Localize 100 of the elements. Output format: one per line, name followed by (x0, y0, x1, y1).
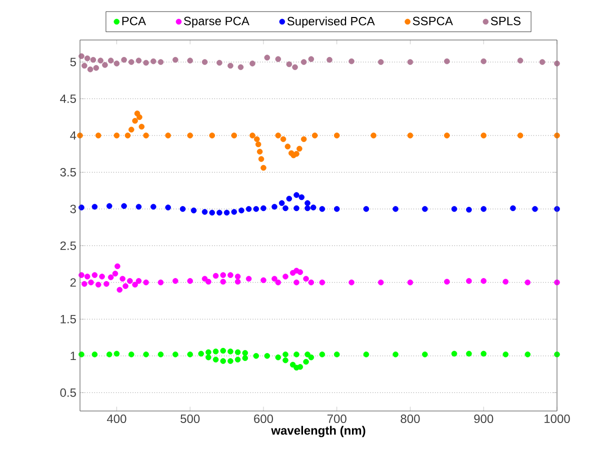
point (187, 352, 193, 358)
point (407, 280, 414, 286)
point (319, 280, 326, 286)
point (136, 204, 142, 210)
point (212, 272, 219, 279)
point (216, 60, 222, 66)
point (524, 280, 531, 286)
point (370, 132, 376, 138)
point (114, 263, 120, 270)
point (187, 278, 193, 284)
point (234, 356, 241, 362)
point (202, 276, 208, 282)
point (480, 278, 487, 284)
point (294, 205, 300, 212)
point (300, 136, 307, 142)
y-tick-label: 4 (70, 131, 76, 140)
point (84, 55, 90, 62)
point (253, 353, 260, 359)
point (82, 281, 88, 287)
point (121, 203, 127, 209)
point (132, 118, 138, 124)
legend-label: SPLS (490, 16, 520, 26)
point (190, 208, 197, 214)
point (260, 205, 266, 212)
y-tick-label: 2.5 (60, 241, 76, 250)
point (308, 354, 314, 360)
point (143, 280, 149, 286)
point (165, 132, 171, 138)
point (95, 282, 102, 288)
point (150, 58, 156, 64)
point (282, 274, 288, 280)
point (108, 58, 114, 64)
point (319, 206, 326, 212)
point (284, 144, 291, 150)
point (187, 132, 193, 138)
point (260, 277, 266, 284)
point (116, 286, 123, 293)
point (275, 354, 282, 360)
point (304, 200, 310, 206)
point (104, 281, 110, 287)
point (234, 278, 241, 285)
x-tick-label: 800 (400, 414, 420, 424)
point (282, 352, 288, 358)
point (363, 206, 370, 212)
point (280, 136, 286, 142)
point (297, 269, 304, 276)
point (303, 276, 309, 282)
point (532, 206, 538, 212)
y-tick-label: 1 (70, 352, 76, 360)
y-tick-label: 1.5 (60, 314, 76, 324)
point (451, 350, 458, 357)
point (172, 278, 178, 284)
point (392, 206, 398, 212)
point (138, 124, 145, 130)
point (392, 352, 398, 358)
point (242, 350, 248, 356)
point (228, 62, 234, 69)
point (112, 270, 118, 277)
point (444, 278, 450, 285)
point (466, 350, 472, 357)
x-tick-label: 900 (474, 414, 494, 424)
point (407, 59, 414, 65)
point (466, 278, 472, 284)
point (143, 132, 149, 138)
x-tick-label: 400 (106, 414, 126, 424)
point (82, 62, 88, 69)
point (363, 352, 370, 358)
y-tick-label: 5 (70, 58, 76, 66)
point (510, 205, 516, 212)
point (127, 278, 133, 284)
point (539, 59, 546, 65)
point (308, 56, 314, 62)
legend-label: Supervised PCA (287, 16, 375, 28)
point (136, 58, 142, 64)
point (238, 64, 244, 70)
point (187, 58, 193, 64)
point (114, 350, 120, 357)
point (136, 114, 142, 120)
point (258, 156, 264, 162)
point (348, 280, 354, 286)
point (294, 150, 300, 157)
point (250, 132, 256, 138)
point (334, 352, 340, 358)
point (294, 192, 300, 198)
point (206, 278, 212, 285)
point (264, 54, 270, 61)
point (282, 357, 288, 364)
point (444, 132, 450, 138)
point (422, 352, 428, 358)
point (128, 352, 134, 358)
legend-label: SSPCA (412, 16, 453, 26)
point (231, 132, 238, 138)
x-tick-label: 1000 (544, 414, 570, 424)
point (254, 136, 260, 142)
point (224, 210, 230, 216)
point (282, 205, 288, 212)
point (114, 132, 120, 138)
point (275, 280, 282, 286)
point (264, 353, 270, 359)
point (451, 206, 458, 212)
